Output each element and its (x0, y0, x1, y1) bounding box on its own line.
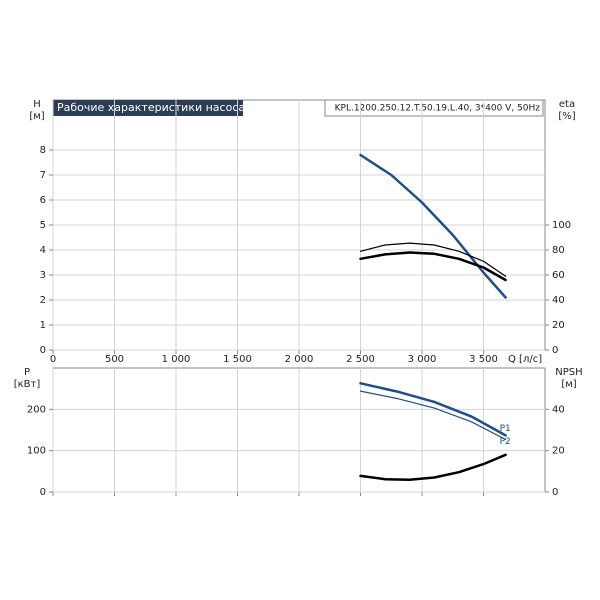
y-tick-label: 0 (40, 487, 46, 498)
y-tick-label: 3 (40, 270, 46, 281)
x-tick-label: 2 500 (346, 354, 375, 365)
x-tick-label: 0 (50, 354, 56, 365)
x-label: Q [л/с] (508, 354, 542, 365)
y-tick-label: 7 (40, 170, 46, 181)
y2-unit: [м] (561, 379, 576, 390)
series-line (359, 153, 507, 299)
y2-tick-label: 40 (552, 404, 565, 415)
y2-label: NPSH (555, 367, 582, 378)
series-line (359, 390, 507, 441)
y-unit: [кВт] (14, 379, 41, 390)
y2-tick-label: 60 (552, 270, 565, 281)
y2-tick-label: 40 (552, 295, 565, 306)
x-tick-label: 500 (105, 354, 124, 365)
y-tick-label: 0 (40, 345, 46, 356)
y2-unit: [%] (558, 111, 575, 122)
series-line (359, 251, 507, 282)
y-tick-label: 2 (40, 295, 46, 306)
y2-tick-label: 0 (552, 487, 558, 498)
y-tick-label: 4 (40, 245, 46, 256)
series-line (359, 382, 507, 437)
series-line (359, 242, 507, 277)
y-tick-label: 8 (40, 145, 46, 156)
y-unit: [м] (29, 111, 44, 122)
curve-label: P2 (500, 437, 511, 447)
x-tick-label: 1 000 (162, 354, 191, 365)
y2-tick-label: 0 (552, 345, 558, 356)
curve-label: P1 (500, 424, 511, 434)
y-label: P (24, 367, 30, 378)
x-tick-label: 3 000 (408, 354, 437, 365)
y-tick-label: 1 (40, 320, 46, 331)
y2-tick-label: 20 (552, 320, 565, 331)
y-tick-label: 6 (40, 195, 46, 206)
subtitle-box (324, 99, 544, 117)
y-tick-label: 5 (40, 220, 46, 231)
y2-tick-label: 100 (552, 220, 571, 231)
x-tick-label: 1 500 (223, 354, 252, 365)
x-tick-label: 3 500 (469, 354, 498, 365)
title-box (53, 100, 243, 116)
chart-title: Рабочие характеристики насоса (57, 101, 245, 114)
y-tick-label: 200 (27, 404, 46, 415)
x-tick-label: 2 000 (285, 354, 314, 365)
chart-subtitle: KPL.1200.250.12.T.50.19.L.40, 3*400 V, 5… (335, 104, 541, 114)
y-label: H (33, 99, 41, 110)
series-line (359, 453, 507, 482)
y2-label: eta (559, 99, 575, 110)
y2-tick-label: 20 (552, 446, 565, 457)
y-tick-label: 100 (27, 446, 46, 457)
y2-tick-label: 80 (552, 245, 565, 256)
